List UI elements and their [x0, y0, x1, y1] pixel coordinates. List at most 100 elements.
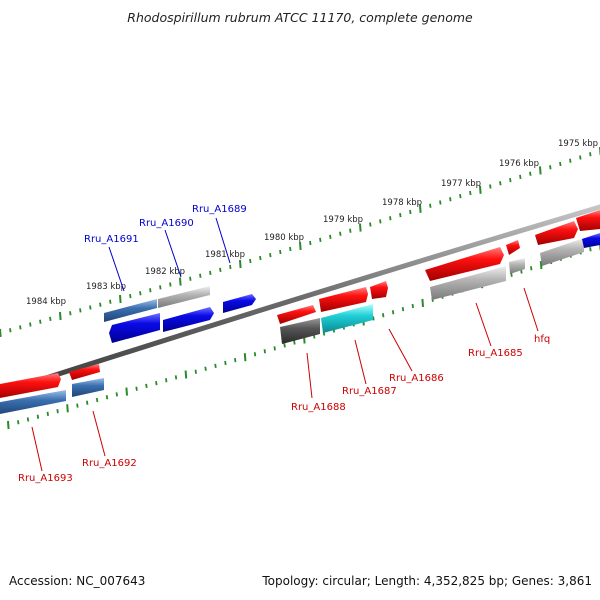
outer-ruler-tick [369, 222, 372, 227]
tick-label: 1982 kbp [145, 267, 185, 277]
gene-rru-a1687-cyan[interactable] [321, 304, 373, 333]
gene-label-rru-a1689[interactable]: Rru_A1689 [192, 204, 247, 215]
ruler-labels: 1975 kbp 1976 kbp 1977 kbp 1978 kbp 1979… [26, 139, 598, 307]
gene-label-rru-a1691[interactable]: Rru_A1691 [84, 234, 139, 245]
leader-rru-a1692 [92, 410, 106, 457]
outer-ruler-tick [419, 204, 422, 213]
leader-rru-a1690 [164, 229, 182, 278]
backbone-line [0, 204, 600, 396]
inner-ruler-tick [382, 313, 385, 318]
outer-ruler-tick [109, 299, 112, 304]
gene-rru-a1685[interactable] [425, 247, 504, 281]
outer-ruler-tick [99, 302, 102, 307]
gene-hfq-gray[interactable] [509, 258, 525, 274]
tick-label: 1981 kbp [205, 250, 245, 260]
outer-ruler-tick [169, 282, 172, 287]
gene-rru-a1688[interactable] [277, 305, 316, 324]
inner-ruler-tick [46, 411, 49, 417]
gene-rru-a1691[interactable] [104, 299, 157, 322]
outer-ruler-tick [259, 255, 262, 261]
gene-label-hfq[interactable]: hfq [534, 334, 550, 345]
gene-label-rru-a1685[interactable]: Rru_A1685 [468, 348, 523, 359]
gene-rru-a1688-dark[interactable] [280, 318, 320, 344]
inner-ruler-tick [17, 420, 20, 425]
inner-ruler-tick [539, 261, 543, 270]
outer-ruler-tick [69, 311, 72, 316]
outer-ruler-tick [559, 161, 562, 167]
outer-ruler-tick [89, 305, 92, 310]
outer-ruler-tick [219, 267, 222, 273]
outer-ruler-tick [159, 285, 162, 290]
gene-edge-blue[interactable] [582, 233, 600, 248]
inner-ruler-tick [204, 366, 207, 371]
outer-ruler-tick [549, 165, 552, 170]
outer-ruler-tick [379, 219, 382, 224]
gene-label-rru-a1688[interactable]: Rru_A1688 [291, 402, 346, 413]
tick-label: 1980 kbp [264, 233, 304, 243]
inner-ruler-tick [530, 266, 533, 271]
outer-ruler-tick [519, 174, 522, 180]
outer-ruler-tick [389, 216, 392, 221]
gene-rru-a1691-reverse[interactable] [109, 313, 160, 343]
inner-ruler-tick [7, 420, 10, 430]
genome-summary-text: Topology: circular; Length: 4,352,825 bp… [262, 574, 592, 588]
gene-rru-a1693[interactable] [0, 373, 61, 399]
tick-label: 1984 kbp [26, 297, 66, 307]
gene-rru-a1689[interactable] [223, 294, 256, 313]
outer-ruler-tick [509, 177, 512, 183]
outer-ruler-tick [19, 325, 22, 330]
gene-rru-a1690-reverse[interactable] [163, 307, 214, 332]
gene-label-rru-a1690[interactable]: Rru_A1690 [139, 218, 194, 229]
gene-rru-a1692[interactable] [69, 364, 100, 380]
leader-rru-a1691 [108, 246, 125, 292]
leader-rru-a1693 [31, 426, 43, 472]
outer-ruler-tick [229, 264, 232, 270]
gene-right-gray[interactable] [540, 238, 584, 266]
outer-ruler-tick [449, 197, 452, 202]
gene-rru-a1685-gray[interactable] [430, 266, 506, 300]
outer-ruler-tick [249, 258, 252, 264]
inner-ruler-tick [391, 310, 395, 315]
outer-ruler-tick [149, 288, 152, 293]
outer-ruler-tick [199, 273, 202, 278]
gene-rru-a1686[interactable] [370, 281, 388, 299]
gene-rru-a1690[interactable] [158, 286, 210, 308]
inner-ruler-tick [26, 417, 30, 422]
outer-ruler-tick [489, 184, 492, 189]
gene-label-rru-a1687[interactable]: Rru_A1687 [342, 386, 397, 397]
outer-ruler-tick [269, 252, 272, 258]
gene-label-rru-a1693[interactable]: Rru_A1693 [18, 473, 73, 484]
gene-edge-red[interactable] [576, 210, 600, 231]
gene-rru-a1693-steel[interactable] [0, 390, 66, 415]
outer-ruler-tick [539, 166, 542, 175]
outer-ruler-tick [319, 237, 322, 243]
outer-ruler-tick [119, 294, 122, 304]
inner-ruler-tick [234, 357, 237, 363]
outer-ruler-tick [289, 246, 292, 252]
tick-label: 1979 kbp [323, 215, 363, 225]
tick-label: 1977 kbp [441, 179, 481, 189]
inner-ruler-tick [56, 408, 59, 414]
outer-ruler-tick [189, 276, 192, 281]
gene-right-red[interactable] [535, 221, 578, 245]
inner-ruler-tick [105, 395, 109, 400]
inner-ruler-tick [263, 349, 266, 354]
outer-ruler-tick [399, 212, 402, 218]
outer-ruler-tick [209, 270, 212, 276]
outer-ruler-tick [129, 293, 132, 299]
gene-label-rru-a1686[interactable]: Rru_A1686 [389, 373, 444, 384]
inner-ruler-tick [243, 353, 247, 362]
outer-ruler-tick [299, 241, 302, 251]
gene-rru-a1692-steel[interactable] [72, 378, 104, 397]
leader-rru-a1686 [388, 328, 413, 372]
gene-label-rru-a1692[interactable]: Rru_A1692 [82, 458, 137, 469]
outer-ruler-tick [339, 231, 342, 236]
tick-label: 1976 kbp [499, 159, 539, 169]
gene-rru-a1687[interactable] [319, 287, 368, 312]
gene-hfq[interactable] [506, 240, 520, 255]
inner-ruler-tick [411, 303, 414, 309]
outer-ruler-tick [429, 203, 432, 208]
inner-ruler-tick [115, 392, 118, 397]
leader-rru-a1687 [354, 339, 367, 385]
